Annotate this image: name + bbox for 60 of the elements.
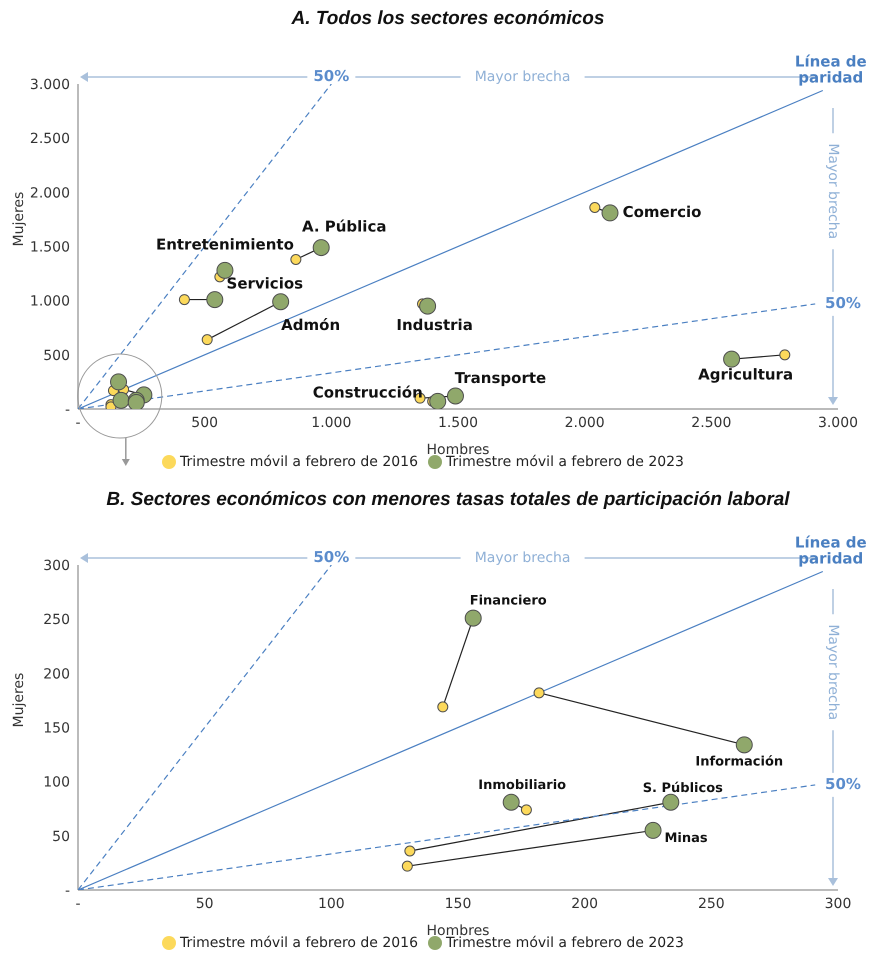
legend-label: Trimestre móvil a febrero de 2023	[446, 454, 684, 470]
annotation: S. Públicos	[642, 780, 724, 796]
series-label: Línea de paridad	[794, 534, 867, 568]
annotation: Mayor brecha	[825, 143, 842, 240]
x-tick-label: 250	[698, 896, 725, 912]
annotation: Comercio	[622, 203, 702, 222]
annotation: Servicios	[226, 274, 304, 293]
legend-label: Trimestre móvil a febrero de 2016	[180, 454, 418, 470]
y-tick-label: -	[64, 402, 70, 418]
x-tick-label: 3.000	[818, 414, 858, 431]
y-tick-label: -	[64, 882, 70, 899]
x-tick-label: 1.000	[311, 414, 352, 431]
annotation: Industria	[396, 316, 473, 334]
x-tick-label: -	[75, 414, 81, 431]
x-tick-label: 300	[824, 896, 852, 912]
annotation: Construcción	[312, 384, 423, 402]
x-tick-label: 2.000	[564, 414, 605, 431]
y-tick-label: 50	[52, 828, 70, 845]
x-tick-label: -	[75, 896, 81, 912]
x-tick-label: 100	[318, 896, 345, 912]
annotation: Entretenimiento	[156, 235, 294, 254]
x-tick-label: 1.500	[438, 414, 478, 431]
annotation: Agricultura	[698, 365, 794, 384]
annotation: Transporte	[454, 369, 546, 388]
annotation: A. Pública	[302, 218, 386, 236]
series-label: 50%	[313, 548, 350, 566]
annotation: Financiero	[470, 594, 547, 609]
y-axis-title: Mujeres	[10, 192, 27, 246]
y-axis-title: Mujeres	[10, 672, 27, 728]
chart-title: A. Todos los sectores económicos	[290, 8, 606, 31]
x-tick-label: 2.500	[691, 414, 732, 431]
y-tick-label: 150	[43, 720, 70, 736]
legend-label: Trimestre móvil a febrero de 2023	[446, 935, 684, 951]
x-tick-label: 200	[571, 896, 598, 912]
x-tick-label: 50	[196, 896, 214, 912]
series-label: Línea de paridad	[794, 52, 867, 86]
series-label: 50%	[825, 294, 861, 312]
annotation: Mayor brecha	[474, 68, 571, 85]
y-tick-label: 250	[43, 612, 70, 628]
y-tick-label: 1.500	[30, 239, 70, 256]
chart-title: B. Sectores económicos con menores tasas totales de participación laboral	[105, 489, 791, 512]
y-tick-label: 500	[43, 348, 70, 364]
y-tick-label: 300	[43, 558, 70, 574]
y-tick-label: 1.000	[30, 294, 70, 310]
annotation: Información	[695, 754, 784, 770]
y-tick-label: 2.000	[30, 185, 70, 202]
annotation: Inmobiliario	[478, 778, 566, 793]
series-label: 50%	[313, 67, 350, 86]
annotation: Admón	[281, 316, 340, 334]
y-tick-label: 3.000	[30, 76, 70, 93]
y-tick-label: 100	[43, 774, 70, 791]
x-tick-label: 150	[444, 896, 472, 912]
y-tick-label: 200	[43, 666, 70, 682]
annotation: Minas	[664, 830, 708, 846]
annotation: Mayor brecha	[825, 624, 842, 720]
series-label: 50%	[825, 775, 861, 794]
legend-label: Trimestre móvil a febrero de 2016	[180, 935, 418, 951]
x-tick-label: 500	[191, 414, 218, 431]
annotation: Mayor brecha	[474, 550, 571, 566]
y-tick-label: 2.500	[30, 131, 70, 148]
